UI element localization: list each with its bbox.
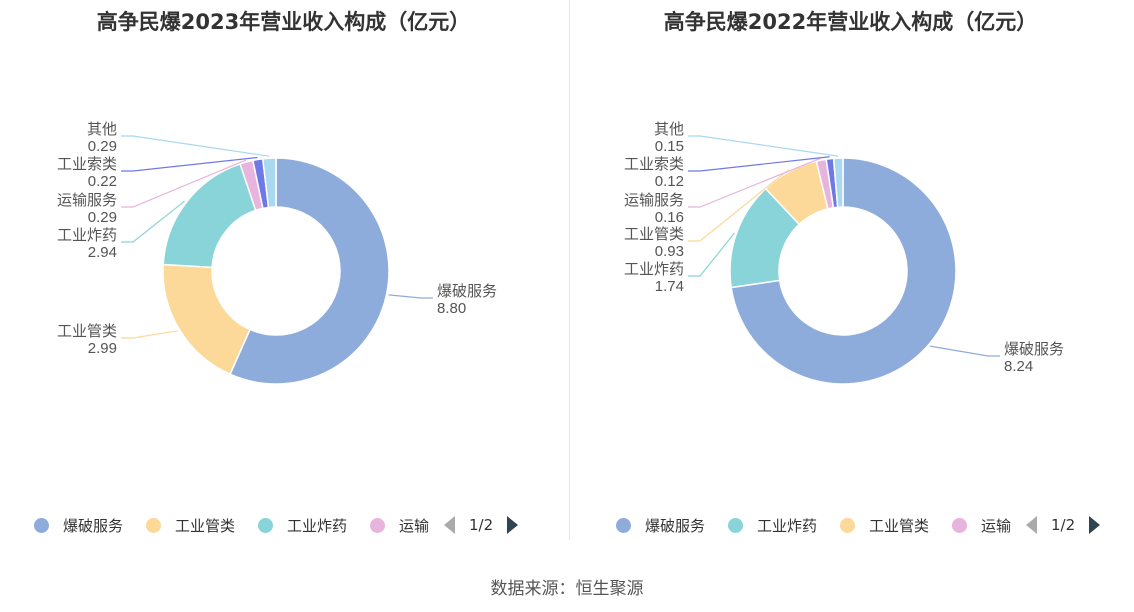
legend-item-industrial-detonator[interactable]: 工业管类: [146, 512, 235, 538]
donut-slice-5[interactable]: [832, 157, 844, 209]
slice-label-name-4: 工业索类: [624, 156, 684, 173]
legend-label: 爆破服务: [63, 516, 124, 535]
pager-next-arrow-icon[interactable]: [1089, 516, 1101, 534]
slice-label-value-0: 8.80: [437, 300, 466, 317]
slice-label-value-2: 2.94: [88, 244, 117, 261]
legend-dot: [370, 517, 385, 533]
leader-line-0: [388, 294, 433, 299]
slice-label-value-0: 8.24: [1004, 358, 1033, 375]
panel-divider: [569, 0, 570, 540]
slice-label-value-1: 2.99: [88, 340, 117, 357]
legend-2023: 爆破服务 工业管类 工业炸药 运输 1/2: [0, 512, 567, 538]
slice-label-name-4: 工业索类: [57, 156, 117, 173]
legend-dot: [258, 517, 273, 533]
leader-line-2: [688, 169, 789, 242]
slice-label-value-5: 0.29: [88, 138, 117, 155]
leader-line-1: [688, 232, 735, 277]
legend-label: 工业管类: [869, 516, 930, 535]
legend-label: 运输: [981, 516, 1012, 535]
leader-line-1: [121, 330, 178, 339]
legend-item-blasting-service[interactable]: 爆破服务: [34, 512, 123, 538]
slice-label-name-0: 爆破服务: [1004, 341, 1064, 358]
slice-label-value-1: 1.74: [655, 278, 684, 295]
legend-item-blasting-service[interactable]: 爆破服务: [616, 512, 705, 538]
slice-label-name-3: 运输服务: [624, 192, 684, 209]
slice-label-name-3: 运输服务: [57, 192, 117, 209]
legend-pager: 1/2: [1026, 512, 1101, 538]
legend-label: 工业炸药: [757, 516, 818, 535]
pager-prev-arrow-icon[interactable]: [1026, 516, 1037, 534]
legend-dot: [728, 517, 743, 533]
legend-item-transport[interactable]: 运输: [952, 512, 1011, 538]
slice-label-value-5: 0.15: [655, 138, 684, 155]
slice-label-name-2: 工业炸药: [57, 227, 117, 244]
legend-dot: [146, 517, 161, 533]
leader-line-0: [929, 345, 1000, 357]
slice-label-name-2: 工业管类: [624, 226, 684, 243]
pager-text: 1/2: [469, 516, 494, 534]
legend-item-industrial-detonator[interactable]: 工业管类: [840, 512, 929, 538]
pager-text: 1/2: [1051, 516, 1076, 534]
legend-dot: [952, 517, 967, 533]
legend-item-industrial-explosive[interactable]: 工业炸药: [258, 512, 347, 538]
legend-label: 工业管类: [175, 516, 236, 535]
legend-pager: 1/2: [444, 512, 519, 538]
chart-title-2023: 高争民爆2023年营业收入构成（亿元）: [96, 10, 471, 34]
leader-line-4: [121, 156, 258, 172]
slice-label-value-3: 0.16: [655, 209, 684, 226]
data-source-note: 数据来源：恒生聚源: [490, 579, 644, 599]
donut-slice-0[interactable]: [229, 157, 390, 385]
donut-chart-2023: 爆破服务8.80工业管类2.99工业炸药2.94运输服务0.29工业索类0.22…: [57, 121, 497, 385]
slice-label-value-4: 0.22: [88, 173, 117, 190]
legend-dot: [616, 517, 631, 533]
pager-next-arrow-icon[interactable]: [507, 516, 519, 534]
donut-slice-1[interactable]: [162, 263, 251, 376]
chart-title-2022: 高争民爆2022年营业收入构成（亿元）: [663, 10, 1038, 34]
slice-label-name-1: 工业炸药: [624, 261, 684, 278]
legend-label: 爆破服务: [645, 516, 706, 535]
leader-line-5: [688, 135, 839, 157]
slice-label-name-1: 工业管类: [57, 323, 117, 340]
legend-label: 运输: [399, 516, 430, 535]
legend-item-industrial-explosive[interactable]: 工业炸药: [728, 512, 817, 538]
slice-label-name-5: 其他: [654, 121, 684, 138]
leader-line-5: [121, 135, 270, 157]
chart-panel-2023: 高争民爆2023年营业收入构成（亿元） 爆破服务 8.80 工业管类 2.99 工业炸药…: [0, 0, 567, 545]
pager-prev-arrow-icon[interactable]: [444, 516, 455, 534]
leader-line-4: [688, 156, 830, 172]
slice-label-value-2: 0.93: [655, 243, 684, 260]
donut-slice-2[interactable]: [162, 162, 257, 269]
slice-label-value-3: 0.29: [88, 209, 117, 226]
chart-panel-2022: 高争民爆2022年营业收入构成（亿元） 爆破服务 8.24 工业炸药 1.74 工业管类…: [567, 0, 1134, 545]
legend-2022: 爆破服务 工业炸药 工业管类 运输 1/2: [567, 512, 1134, 538]
legend-item-transport[interactable]: 运输: [370, 512, 429, 538]
slice-label-name-0: 爆破服务: [437, 283, 497, 300]
legend-label: 工业炸药: [287, 516, 348, 535]
legend-dot: [34, 517, 49, 533]
leader-line-3: [688, 157, 822, 208]
donut-slice-5[interactable]: [261, 157, 277, 209]
donut-slice-0[interactable]: [730, 157, 957, 385]
legend-dot: [840, 517, 855, 533]
leader-line-2: [121, 200, 185, 243]
slice-label-name-5: 其他: [87, 121, 117, 138]
slice-label-value-4: 0.12: [655, 173, 684, 190]
leader-line-3: [121, 159, 247, 208]
